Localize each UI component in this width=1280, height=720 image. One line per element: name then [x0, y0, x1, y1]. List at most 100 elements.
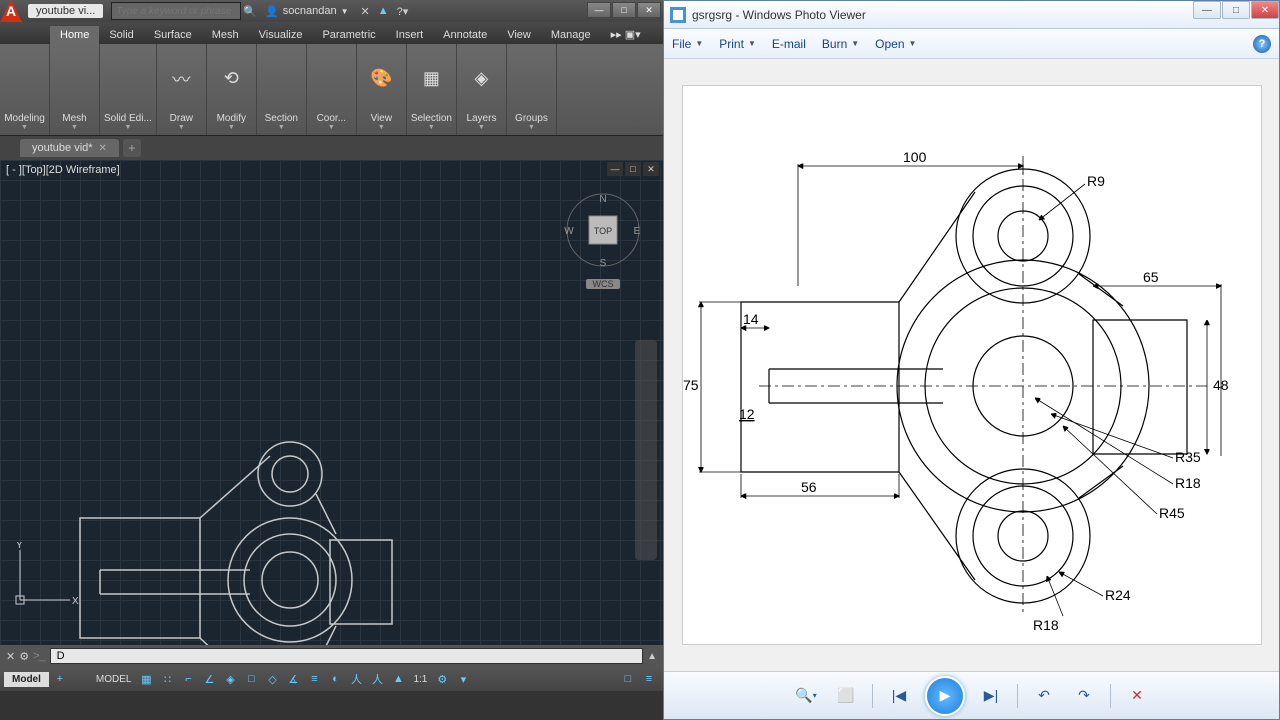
- panel-selection[interactable]: ▦Selection▼: [407, 44, 457, 135]
- lineweight-toggle[interactable]: ≡: [304, 670, 324, 688]
- menu-e-mail[interactable]: E-mail: [772, 37, 806, 51]
- nav-bar[interactable]: [635, 340, 657, 560]
- menu-open[interactable]: Open ▼: [875, 37, 916, 51]
- autocad-logo[interactable]: A: [0, 0, 22, 22]
- annoscale-icon[interactable]: ▲: [388, 670, 408, 688]
- status-model[interactable]: MODEL: [92, 674, 136, 685]
- customize-icon[interactable]: ≡: [639, 670, 659, 688]
- pv-close[interactable]: ✕: [1251, 1, 1279, 19]
- search-input[interactable]: [111, 2, 241, 20]
- rotate-ccw[interactable]: ↶: [1030, 682, 1058, 710]
- cloud-icon[interactable]: ▲: [378, 5, 389, 17]
- iso-toggle[interactable]: ◈: [220, 670, 240, 688]
- pv-menubar: File ▼ Print ▼ E-mail Burn ▼ Open ▼?: [664, 29, 1279, 59]
- last-tool[interactable]: ▶|: [977, 682, 1005, 710]
- osnap-toggle[interactable]: □: [241, 670, 261, 688]
- menu-burn[interactable]: Burn ▼: [822, 37, 859, 51]
- otrack-toggle[interactable]: ∡: [283, 670, 303, 688]
- tab-more[interactable]: ▸▸ ▣▾: [601, 25, 651, 44]
- pv-toolbar: 🔍▾ ⬜ |◀ ▶ ▶| ↶ ↷ ✕: [664, 671, 1279, 719]
- panel-view[interactable]: 🎨View▼: [357, 44, 407, 135]
- tab-view[interactable]: View: [497, 26, 541, 44]
- grid-toggle[interactable]: ▦: [136, 670, 156, 688]
- tab-home[interactable]: Home: [50, 26, 99, 44]
- panel-modeling[interactable]: Modeling▼: [0, 44, 50, 135]
- user-icon: 👤: [265, 5, 279, 18]
- tab-surface[interactable]: Surface: [144, 26, 202, 44]
- rotate-cw[interactable]: ↷: [1070, 682, 1098, 710]
- close-icon[interactable]: ✕: [99, 143, 107, 154]
- gear-icon[interactable]: ⚙: [432, 670, 452, 688]
- person2-icon[interactable]: 人: [367, 670, 387, 688]
- tab-insert[interactable]: Insert: [386, 26, 434, 44]
- person1-icon[interactable]: 人: [346, 670, 366, 688]
- wcs-label[interactable]: WCS: [586, 279, 620, 289]
- panel-coor[interactable]: Coor...▼: [307, 44, 357, 135]
- panel-groups[interactable]: Groups▼: [507, 44, 557, 135]
- ucs-icon: Y X: [12, 542, 82, 615]
- viewcube[interactable]: TOP N S E W WCS: [563, 190, 643, 270]
- fit-tool[interactable]: ⬜: [832, 682, 860, 710]
- maximize-button[interactable]: □: [612, 2, 636, 18]
- ribbon-tabs: HomeSolidSurfaceMeshVisualizeParametricI…: [0, 22, 663, 44]
- pv-window-title: gsrgsrg - Windows Photo Viewer: [692, 8, 866, 22]
- scale-label[interactable]: 1:1: [409, 674, 431, 685]
- zoom-tool[interactable]: 🔍▾: [792, 682, 820, 710]
- tab-manage[interactable]: Manage: [541, 26, 601, 44]
- panel-modify[interactable]: ⟲Modify▼: [207, 44, 257, 135]
- svg-text:W: W: [564, 226, 574, 237]
- first-tool[interactable]: |◀: [885, 682, 913, 710]
- svg-text:12: 12: [739, 406, 755, 422]
- menu-print[interactable]: Print ▼: [719, 37, 756, 51]
- cmd-options-icon[interactable]: ⚙: [19, 650, 29, 663]
- cmd-close-icon[interactable]: ✕: [6, 650, 15, 663]
- delete-tool[interactable]: ✕: [1123, 682, 1151, 710]
- play-tool[interactable]: ▶: [925, 676, 965, 716]
- 3dosnap-toggle[interactable]: ◇: [262, 670, 282, 688]
- tab-solid[interactable]: Solid: [99, 26, 143, 44]
- polar-toggle[interactable]: ∠: [199, 670, 219, 688]
- transparency-toggle[interactable]: ◐: [325, 670, 345, 688]
- document-tab[interactable]: youtube vid* ✕: [20, 139, 119, 157]
- pv-maximize[interactable]: □: [1222, 1, 1250, 19]
- add-tab-button[interactable]: +: [123, 139, 141, 157]
- tab-annotate[interactable]: Annotate: [433, 26, 497, 44]
- tab-parametric[interactable]: Parametric: [312, 26, 385, 44]
- svg-text:48: 48: [1213, 377, 1229, 393]
- technical-drawing: 100R9654875141256R35R18R45R24R18: [683, 86, 1263, 646]
- drawing-canvas[interactable]: [ - ][Top][2D Wireframe] — □ ✕ TOP N S E…: [0, 160, 663, 645]
- exchange-icon[interactable]: ✕: [360, 5, 369, 18]
- svg-text:75: 75: [683, 377, 699, 393]
- command-line[interactable]: ✕ ⚙ >_ ▲: [0, 645, 663, 667]
- menu-file[interactable]: File ▼: [672, 37, 703, 51]
- pv-content: 100R9654875141256R35R18R45R24R18: [664, 59, 1279, 671]
- cmd-history-icon[interactable]: ▲: [647, 651, 657, 662]
- ortho-toggle[interactable]: ⌐: [178, 670, 198, 688]
- close-button[interactable]: ✕: [637, 2, 661, 18]
- svg-text:R35: R35: [1175, 449, 1201, 465]
- panel-mesh[interactable]: Mesh▼: [50, 44, 100, 135]
- model-tab[interactable]: Model: [4, 672, 49, 687]
- minimize-button[interactable]: —: [587, 2, 611, 18]
- panel-draw[interactable]: 〰Draw▼: [157, 44, 207, 135]
- pv-minimize[interactable]: —: [1193, 1, 1221, 19]
- search-box[interactable]: 🔍: [111, 2, 257, 20]
- help-icon[interactable]: ?▾: [397, 5, 409, 18]
- pv-titlebar: gsrgsrg - Windows Photo Viewer — □ ✕: [664, 1, 1279, 29]
- svg-text:R45: R45: [1159, 505, 1185, 521]
- svg-text:R24: R24: [1105, 587, 1131, 603]
- search-icon[interactable]: 🔍: [243, 5, 257, 18]
- tab-visualize[interactable]: Visualize: [249, 26, 313, 44]
- tab-mesh[interactable]: Mesh: [202, 26, 249, 44]
- clean-screen[interactable]: □: [618, 670, 638, 688]
- user-menu[interactable]: 👤 socnandan ▼: [265, 5, 348, 18]
- panel-solidedi[interactable]: Solid Edi...▼: [100, 44, 157, 135]
- pv-help-icon[interactable]: ?: [1253, 35, 1271, 53]
- panel-section[interactable]: Section▼: [257, 44, 307, 135]
- workspace-icon[interactable]: ▾: [453, 670, 473, 688]
- snap-toggle[interactable]: ∷: [157, 670, 177, 688]
- layout-plus[interactable]: +: [50, 670, 70, 688]
- ribbon: Modeling▼Mesh▼Solid Edi...▼〰Draw▼⟲Modify…: [0, 44, 663, 136]
- command-input[interactable]: [50, 648, 643, 664]
- panel-layers[interactable]: ◈Layers▼: [457, 44, 507, 135]
